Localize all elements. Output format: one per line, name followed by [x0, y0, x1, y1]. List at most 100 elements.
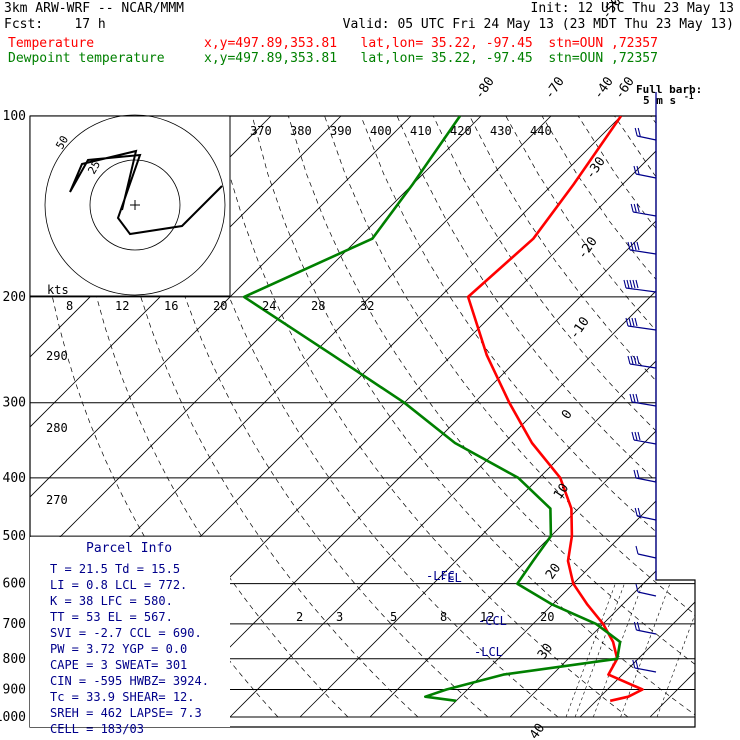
wind-barb-flag — [633, 621, 637, 631]
dry-adiabat-line — [614, 116, 695, 718]
theta-label: 440 — [530, 124, 552, 138]
dry-adiabat-line — [34, 116, 279, 718]
wind-barb-flag — [636, 469, 640, 479]
hodograph-units-label: kts — [47, 283, 69, 297]
wind-barb — [635, 477, 657, 483]
wind-barb — [637, 515, 657, 521]
dry-adiabat-line — [215, 116, 629, 718]
el-label: -EL — [440, 571, 462, 585]
wind-barb-flag — [634, 317, 638, 327]
dry-adiabat-line — [360, 116, 695, 718]
wind-barb-flag — [636, 355, 640, 365]
ccl-label: -CCL — [478, 614, 507, 628]
mixing-ratio-label: 2 — [296, 610, 303, 624]
wind-barb-flag — [637, 431, 641, 441]
pressure-tick-label: 1000 — [0, 710, 26, 725]
wind-barb-flag — [635, 583, 639, 593]
wind-barb-flag — [633, 241, 637, 251]
wind-barb-flag — [632, 279, 636, 289]
dewpoint-location: x,y=497.89,353.81 lat,lon= 35.22, -97.45… — [204, 51, 658, 66]
isotherm-line — [30, 116, 482, 718]
parcel-info-row: TT = 53 EL = 567. — [50, 610, 173, 624]
isotherm-line — [720, 116, 740, 717]
wind-barb-flag — [633, 203, 637, 213]
isotherm-line — [439, 116, 695, 718]
hodograph-ring — [44, 114, 226, 296]
dry-adiabat-line — [70, 116, 349, 718]
theta-label: 420 — [450, 124, 472, 138]
wind-barb — [633, 439, 657, 445]
hodograph-speed-tick: 20 — [213, 299, 227, 313]
isotherm-label: 20 — [543, 561, 564, 582]
theta-label: 380 — [290, 124, 312, 138]
parcel-info-row: Tc = 33.9 SHEAR= 12. — [50, 690, 195, 704]
isotherm-label: 40 — [527, 721, 548, 740]
wind-barb-flag — [633, 355, 637, 365]
mixing-ratio-label: 8 — [440, 610, 447, 624]
parcel-info-row: CIN = -595 HWBZ= 3924. — [50, 674, 209, 688]
parcel-info-row: SVI = -2.7 CCL = 690. — [50, 626, 202, 640]
isotherm-line — [299, 116, 695, 718]
mixing-ratio-line — [565, 583, 616, 718]
theta-label: 390 — [330, 124, 352, 138]
parcel-info-row: SREH = 462 LAPSE= 7.3 — [50, 706, 202, 720]
mixing-ratio-label: 3 — [336, 610, 343, 624]
pressure-tick-label: 500 — [3, 529, 26, 544]
pressure-tick-label: 300 — [3, 396, 26, 411]
wind-barb — [629, 363, 657, 369]
wind-barb-flag — [633, 165, 637, 175]
wind-barb-flag — [635, 279, 639, 289]
dry-adiabat-label: 280 — [46, 421, 68, 435]
parcel-info-row: CELL = 183/03 — [50, 722, 144, 736]
wind-barb-flag — [628, 317, 632, 327]
wind-barb-flag — [632, 393, 636, 403]
parcel-info-row: LI = 0.8 LCL = 772. — [50, 578, 187, 592]
hodograph-box — [29, 115, 231, 297]
pressure-tick-label: 800 — [3, 652, 26, 667]
hodograph-speed-tick: 32 — [360, 299, 374, 313]
hodograph-ring-label: 50 — [53, 134, 71, 152]
mixing-ratio-label: 20 — [540, 610, 554, 624]
dry-adiabat-line — [723, 116, 740, 717]
isotherm-label: -60 — [612, 74, 638, 102]
forecast-hour: Fcst: 17 h — [4, 17, 106, 32]
model-title: 3km ARW-WRF -- NCAR/MMM — [4, 1, 185, 16]
wind-barb-flag — [629, 393, 633, 403]
parcel-info-box — [30, 537, 230, 727]
theta-label: 400 — [370, 124, 392, 138]
hodograph-speed-tick: 24 — [262, 299, 276, 313]
wind-barb-flag — [636, 165, 640, 175]
wind-barb — [637, 591, 657, 597]
dry-adiabat-label: 270 — [46, 493, 68, 507]
pressure-tick-label: 200 — [3, 290, 26, 305]
hodograph-trace — [69, 149, 223, 236]
wind-barb-flag — [634, 127, 638, 137]
isotherm-line — [229, 116, 695, 718]
parcel-info-row: CAPE = 3 SWEAT= 301 — [50, 658, 187, 672]
isotherm-label: -50 — [599, 0, 625, 22]
dry-adiabat-line — [143, 116, 489, 718]
isotherm-line — [30, 116, 342, 718]
isotherm-label: 0 — [559, 407, 576, 422]
dry-adiabat-line — [324, 116, 695, 718]
mixing-ratio-line — [730, 584, 740, 717]
wind-barb-flag — [633, 469, 637, 479]
wind-barb-flag — [637, 127, 641, 137]
isotherm-label: 30 — [535, 641, 556, 662]
hodograph-center-mark — [130, 200, 140, 210]
dry-adiabat-line — [288, 116, 695, 718]
isotherm-label: -80 — [472, 74, 498, 102]
wind-barb — [629, 249, 657, 255]
wind-barb-flag — [627, 355, 631, 365]
hodograph-speed-tick: 16 — [164, 299, 178, 313]
wind-barb-flag — [637, 507, 641, 517]
wind-barb — [625, 287, 657, 293]
isotherm-line — [509, 116, 695, 718]
wind-barb — [637, 553, 657, 559]
temperature-location: x,y=497.89,353.81 lat,lon= 35.22, -97.45… — [204, 36, 658, 51]
wind-barb — [637, 135, 657, 141]
hodograph-speed-tick: 8 — [66, 299, 73, 313]
wind-barb-flag — [635, 545, 639, 555]
dewpoint-legend: Dewpoint temperature — [8, 51, 165, 66]
theta-label: 410 — [410, 124, 432, 138]
